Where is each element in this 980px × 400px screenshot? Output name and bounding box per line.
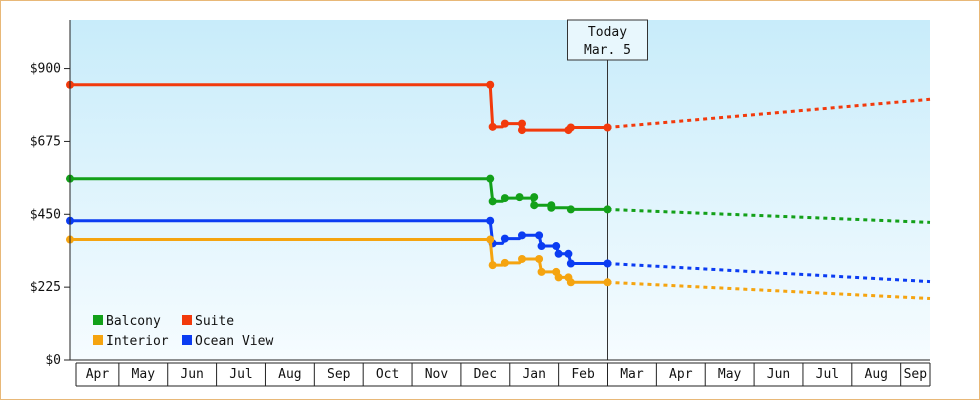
legend-label-interior: Interior [106, 334, 169, 349]
legend-swatch-ocean-view [182, 335, 192, 345]
y-tick-label: $0 [45, 353, 61, 368]
data-point-interior [486, 235, 495, 244]
data-point-suite [486, 80, 495, 89]
legend-swatch-suite [182, 315, 192, 325]
series-forecast-suite [607, 97, 931, 129]
x-tick-label: Apr [669, 367, 693, 382]
x-tick-label: Nov [425, 367, 449, 382]
data-point-interior [500, 258, 509, 267]
legend-swatch-interior [93, 335, 103, 345]
legend: Balcony Suite Interior Ocean View [93, 314, 273, 349]
x-tick-label: Jul [816, 367, 839, 382]
x-tick-label: May [132, 367, 156, 382]
data-point-ocean-view [517, 231, 526, 240]
legend-label-ocean-view: Ocean View [195, 334, 273, 349]
series-forecast-balcony [607, 207, 931, 224]
data-point-balcony [566, 205, 575, 214]
x-tick-label: Aug [278, 367, 301, 382]
data-point-balcony [515, 193, 524, 202]
data-point-ocean-view [486, 216, 495, 225]
data-point-ocean-view [537, 242, 546, 251]
data-point-ocean-view [603, 259, 612, 268]
x-tick-label: Sep [327, 367, 351, 382]
data-point-ocean-view [554, 249, 563, 258]
plot-area [70, 20, 930, 360]
today-date-label: Mar. 5 [584, 43, 631, 58]
legend-label-balcony: Balcony [106, 314, 161, 329]
x-tick-label: Sep [904, 367, 928, 382]
today-label-box [567, 19, 648, 61]
data-point-interior [603, 278, 612, 287]
today-label: Today [588, 25, 627, 40]
axis-layer: $0 $225 $450 $675 $900 Apr May Jun Jul Aug Sep Oct N… [30, 20, 931, 387]
data-point-interior [488, 261, 497, 270]
y-tick-label: $900 [30, 62, 61, 77]
data-point-suite [517, 119, 526, 128]
series-layer [66, 80, 931, 300]
x-tick-label: Dec [474, 367, 497, 382]
data-point-ocean-view [566, 259, 575, 268]
data-point-balcony [500, 194, 509, 203]
data-point-interior [517, 254, 526, 263]
data-point-balcony [486, 174, 495, 183]
y-tick-label: $450 [30, 207, 61, 222]
x-tick-label: Aug [865, 367, 888, 382]
data-point-interior [537, 267, 546, 276]
data-point-balcony [530, 201, 539, 210]
data-point-balcony [530, 193, 539, 202]
data-point-interior [566, 278, 575, 287]
data-point-suite [566, 123, 575, 132]
data-point-interior [535, 254, 544, 263]
data-point-suite [488, 122, 497, 131]
x-tick-label: Jan [522, 367, 545, 382]
x-tick-label: Oct [376, 367, 399, 382]
y-tick-label: $225 [30, 280, 61, 295]
legend-label-suite: Suite [195, 314, 234, 329]
data-point-balcony [603, 205, 612, 214]
x-tick-label: Feb [571, 367, 595, 382]
series-forecast-interior [607, 280, 931, 300]
x-tick-label: Apr [86, 367, 110, 382]
data-point-interior [554, 273, 563, 282]
x-tick-label: Mar [620, 367, 644, 382]
x-tick-label: May [718, 367, 742, 382]
x-tick-label: Jul [229, 367, 252, 382]
data-point-ocean-view [535, 231, 544, 240]
legend-swatch-balcony [93, 315, 103, 325]
grid-layer: Today Mar. 5 [567, 19, 648, 360]
data-point-ocean-view [564, 249, 573, 258]
data-point-ocean-view [552, 242, 561, 251]
y-tick-label: $675 [30, 134, 61, 149]
x-tick-label: Jun [180, 367, 203, 382]
data-point-suite [603, 123, 612, 132]
data-point-suite [500, 119, 509, 128]
data-point-suite [517, 126, 526, 135]
x-tick-label: Jun [767, 367, 790, 382]
data-point-balcony [547, 203, 556, 212]
data-point-ocean-view [500, 234, 509, 243]
series-forecast-ocean-view [607, 262, 931, 284]
data-point-balcony [488, 197, 497, 206]
